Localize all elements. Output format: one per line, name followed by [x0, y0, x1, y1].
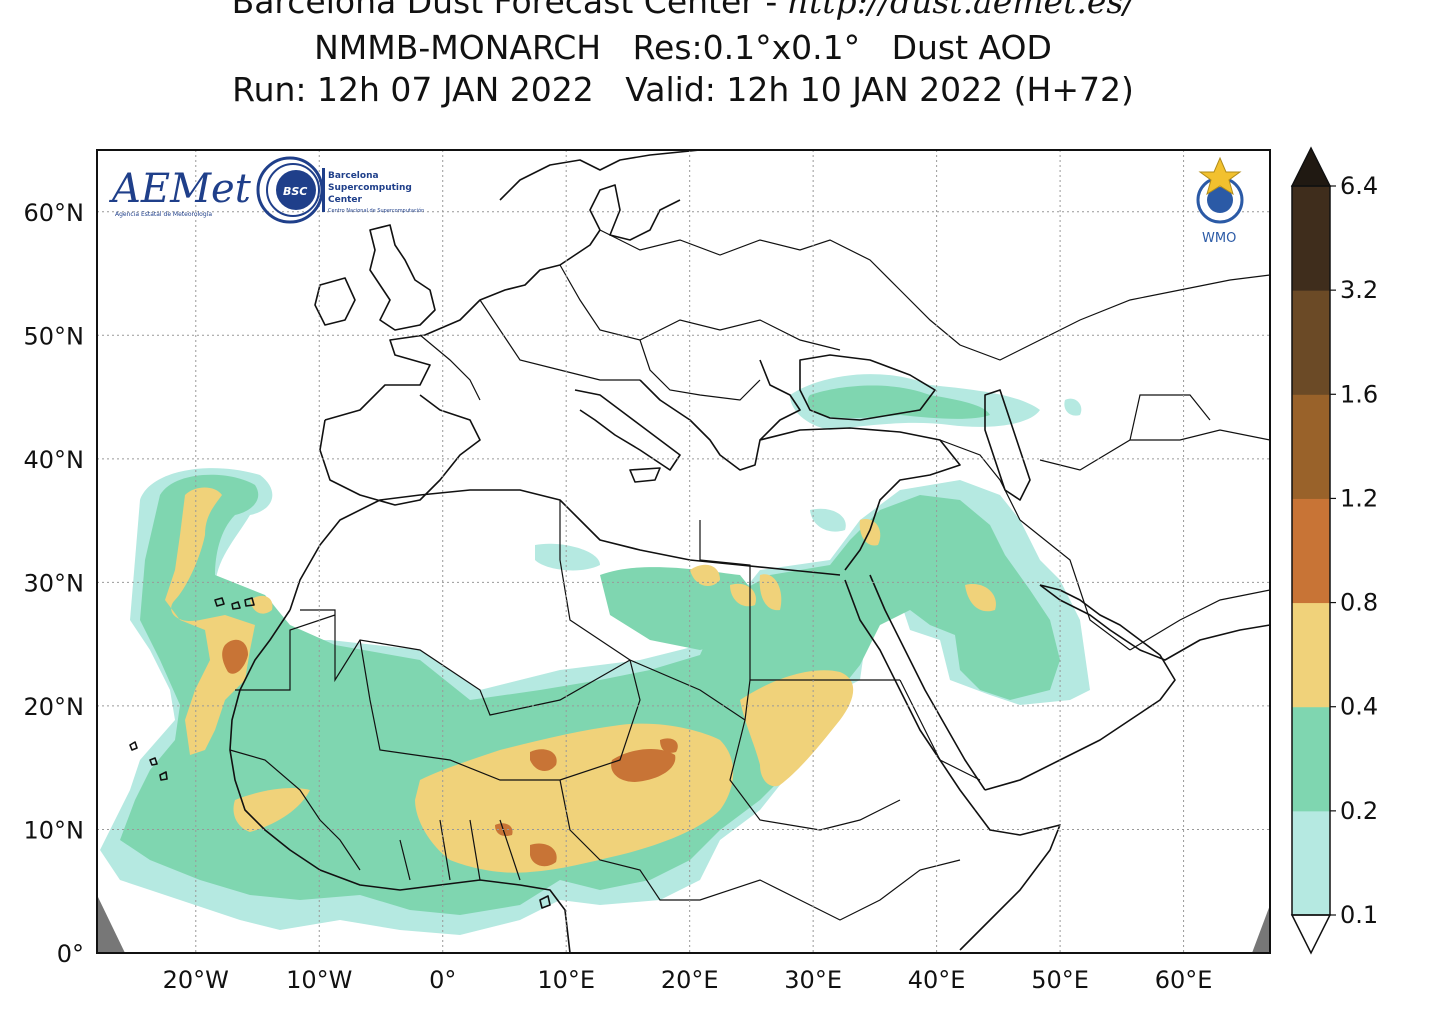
aod-class-0.2 — [120, 385, 1060, 915]
aemet-logo-text: AEMet — [108, 166, 252, 212]
bsc-logo-bar — [322, 168, 325, 212]
colorbar-upper-extend — [1290, 146, 1332, 187]
colorbar-segment — [1292, 498, 1330, 604]
colorbar-segment — [1292, 186, 1330, 291]
coastline-sicily — [629, 467, 661, 483]
longitude-tick-label: 30°E — [784, 966, 842, 994]
map-title-line-1: Barcelona Dust Forecast Center - http://… — [0, 0, 1366, 22]
coastline-scandinavia — [499, 150, 701, 241]
longitude-tick-label: 10°W — [286, 966, 352, 994]
dust-fields — [97, 374, 1270, 953]
bsc-logo-subtitle: Centro Nacional de Supercomputación — [328, 207, 424, 214]
coastline-great-britain — [369, 224, 436, 331]
nodata-region-west — [97, 895, 125, 953]
coastline-arabia — [984, 584, 1176, 791]
nodata-region-east — [1252, 905, 1270, 953]
aod-class-0.4 — [165, 487, 996, 873]
aemet-logo-subtitle: Agencia Estatal de Meteorología — [115, 211, 212, 218]
bsc-logo: BSC Barcelona Supercomputing Center Cent… — [256, 156, 424, 224]
colorbar: 0.1 0.2 0.4 0.8 1.2 1.6 3.2 6.4 — [1290, 146, 1378, 955]
colorbar-level-label: 1.2 — [1340, 484, 1378, 512]
coastline-horn-of-africa — [959, 809, 1061, 951]
colorbar-level-label: 6.4 — [1340, 172, 1378, 200]
latitude-tick-label: 50°N — [24, 322, 85, 350]
wmo-logo: WMO — [1196, 156, 1244, 246]
coastlines-and-borders — [129, 150, 1270, 953]
bsc-logo-text-3: Center — [328, 195, 363, 205]
latitude-tick-label: 20°N — [24, 693, 85, 721]
coastline-black-sea — [799, 354, 936, 421]
coastline-persian-gulf — [1039, 584, 1270, 661]
colorbar-level-label: 0.1 — [1340, 901, 1378, 929]
bsc-logo-ring-inner — [266, 163, 320, 217]
colorbar-segment — [1292, 810, 1330, 916]
wmo-logo-star — [1198, 156, 1242, 196]
colorbar-segment — [1292, 290, 1330, 395]
colorbar-level-label: 1.6 — [1340, 380, 1378, 408]
coastline-iberia — [319, 394, 481, 506]
title-url: http://dust.aemet.es/ — [787, 0, 1135, 21]
coastline-bioko — [539, 895, 551, 909]
longitude-tick-label: 60°E — [1155, 966, 1213, 994]
title-prefix: Barcelona Dust Forecast Center - — [231, 0, 788, 21]
map-frame — [96, 149, 1271, 954]
colorbar-segment — [1292, 602, 1330, 708]
coastline-cape-verde — [129, 741, 168, 781]
coastline-red-sea-east — [869, 574, 986, 791]
colorbar-lower-extend — [1290, 914, 1332, 955]
latitude-tick-label: 10°N — [24, 816, 85, 844]
bsc-logo-text-1: Barcelona — [328, 171, 379, 181]
longitude-tick-label: 40°E — [908, 966, 966, 994]
latitude-tick-label: 60°N — [24, 199, 85, 227]
longitude-labels: 20°W 10°W 0° 10°E 20°E 30°E 40°E 50°E 60°E — [163, 966, 1213, 994]
country-borders — [229, 229, 1270, 921]
aod-class-0.8 — [222, 639, 678, 867]
wmo-logo-text: WMO — [1202, 231, 1236, 246]
colorbar-segment — [1292, 706, 1330, 812]
aemet-logo: AEMet Agencia Estatal de Meteorología — [108, 166, 252, 218]
longitude-tick-label: 20°E — [661, 966, 719, 994]
coastline-western-europe — [324, 229, 601, 421]
coastline-north-africa — [289, 489, 841, 611]
bsc-logo-text-2: Supercomputing — [328, 183, 412, 193]
colorbar-segment — [1292, 394, 1330, 499]
colorbar-border — [1291, 185, 1331, 916]
coastline-italy — [574, 389, 681, 471]
latitude-tick-label: 40°N — [24, 446, 85, 474]
wmo-logo-globe-inner — [1207, 187, 1233, 213]
colorbar-level-label: 0.4 — [1340, 693, 1378, 721]
longitude-tick-label: 0° — [429, 966, 456, 994]
latitude-labels: 0° 10°N 20°N 30°N 40°N 50°N 60°N — [24, 199, 85, 968]
coastline-red-sea-west — [844, 579, 976, 811]
longitude-tick-label: 10°E — [537, 966, 595, 994]
colorbar-level-label: 0.2 — [1340, 797, 1378, 825]
coastline-caspian-sea — [984, 389, 1031, 501]
map-title-line-2: NMMB-MONARCH Res:0.1°x0.1° Dust AOD — [314, 28, 1052, 67]
longitude-tick-label: 20°W — [163, 966, 229, 994]
bsc-logo-disc — [276, 170, 316, 210]
longitude-tick-label: 50°E — [1031, 966, 1089, 994]
coastline-canary-islands — [214, 597, 255, 610]
colorbar-level-label: 3.2 — [1340, 276, 1378, 304]
coastline-anatolia-levant — [759, 427, 961, 571]
map-title-line-3: Run: 12h 07 JAN 2022 Valid: 12h 10 JAN 2… — [232, 70, 1134, 109]
latitude-tick-label: 0° — [57, 940, 84, 968]
colorbar-level-label: 0.8 — [1340, 589, 1378, 617]
coastline-ireland — [314, 277, 356, 326]
latitude-tick-label: 30°N — [24, 569, 85, 597]
bsc-logo-initials: BSC — [283, 185, 307, 198]
